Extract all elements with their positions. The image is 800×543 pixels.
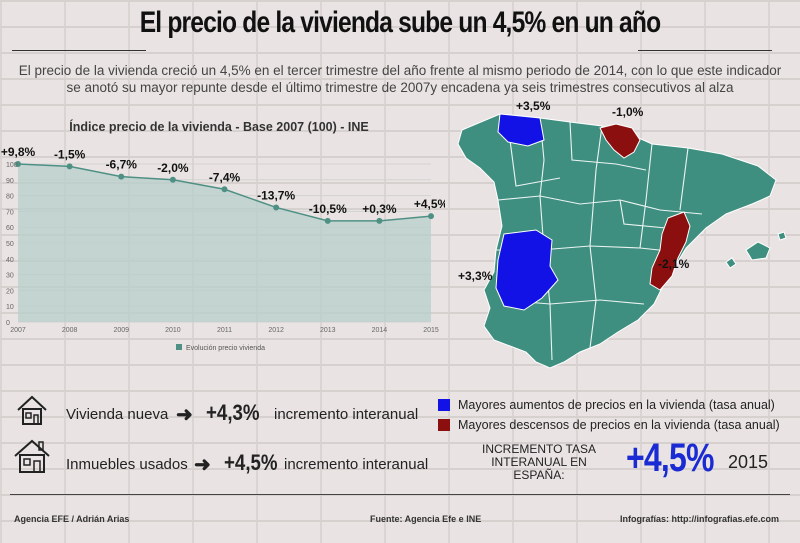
chart-data-label: +0,3%: [362, 202, 397, 216]
legend-increase-label: Mayores aumentos de precios en la vivien…: [458, 398, 775, 412]
spain-map: +3,5% -1,0% -2,1% +3,3%: [457, 100, 787, 369]
legend-decrease-swatch: [438, 419, 450, 431]
footer-rule: [10, 494, 790, 495]
stat-new-label: Vivienda nueva: [66, 406, 169, 423]
map-region-increase-west: [495, 229, 559, 311]
chart-data-label: +4,5%: [414, 197, 445, 211]
x-tick-label: 2009: [113, 327, 129, 334]
y-tick-label: 20: [6, 288, 14, 295]
title-rule-right: [638, 50, 772, 51]
chart-data-label: -13,7%: [257, 188, 295, 202]
y-tick-label: 70: [6, 209, 14, 216]
page-title: El precio de la vivienda sube un 4,5% en…: [139, 6, 661, 39]
house-icon: [17, 395, 47, 425]
chart-point: [66, 163, 73, 170]
stat-new-housing: Vivienda nueva ➜ +4,3% incremento intera…: [12, 392, 432, 432]
x-tick-label: 2010: [165, 327, 181, 334]
chart-point: [428, 213, 434, 220]
chart-axes-layer: 0 10 20 30 40 50 60 70 80 90 100 2007 2008 2009 2010 20…: [6, 162, 439, 352]
chart-points-layer: [15, 161, 434, 224]
x-tick-label: 2012: [268, 327, 284, 334]
stat-used-value: +4,5%: [224, 450, 278, 475]
stat-used-housing: Inmuebles usados ➜ +4,5% incremento inte…: [12, 438, 442, 478]
chart-data-label: -7,4%: [209, 170, 241, 184]
map-label-top-red: -1,0%: [612, 105, 644, 119]
chart-area-fill: [18, 164, 431, 322]
chart-legend-label: Evolución precio vivienda: [186, 345, 265, 352]
x-tick-label: 2014: [372, 327, 388, 334]
chart-title: Índice precio de la vivienda - Base 2007…: [69, 120, 369, 134]
x-tick-label: 2015: [423, 327, 439, 334]
map-label-right-red: -2,1%: [658, 257, 690, 271]
y-tick-label: 30: [6, 273, 14, 280]
y-tick-label: 100: [6, 162, 18, 169]
chart-point: [273, 204, 280, 211]
footer-link: Infografías: http://infografias.efe.com: [620, 514, 780, 524]
stat-new-value: +4,3%: [206, 400, 260, 425]
chart-point: [376, 217, 383, 224]
page-subtitle: El precio de la vivienda creció un 4,5% …: [18, 63, 782, 95]
y-tick-label: 90: [6, 178, 14, 185]
x-tick-label: 2008: [62, 327, 78, 334]
map-region-decrease-east: [649, 211, 691, 291]
chart-point: [324, 217, 331, 224]
x-tick-label: 2007: [10, 327, 26, 334]
legend-increase: Mayores aumentos de precios en la vivien…: [438, 398, 775, 412]
x-tick-label: 2013: [320, 327, 336, 334]
chart-labels-layer: +9,8% -1,5% -6,7% -2,0% -7,4% -13,7% -10,5% +0,…: [1, 145, 445, 216]
y-tick-label: 10: [6, 304, 14, 311]
map-islands-balearic: [725, 231, 787, 269]
footer-source: Fuente: Agencia Efe e INE: [370, 514, 482, 524]
chart-data-label: -1,5%: [54, 147, 86, 161]
y-tick-label: 0: [6, 320, 10, 327]
legend-increase-swatch: [438, 399, 450, 411]
x-tick-label: 2011: [217, 327, 232, 334]
chart-data-label: -2,0%: [157, 161, 189, 175]
chart-legend-swatch: [176, 344, 182, 350]
stat-used-label: Inmuebles usados: [66, 456, 188, 473]
stat-used-suffix: incremento interanual: [284, 456, 429, 473]
title-rule-left: [12, 50, 146, 51]
map-label-top-blue: +3,5%: [516, 100, 551, 113]
arrow-right-icon: ➜: [176, 404, 193, 426]
map-label-left-blue: +3,3%: [458, 269, 493, 283]
chart-data-label: -6,7%: [106, 158, 138, 172]
map-region-borders: [496, 117, 703, 361]
chart-data-label: -10,5%: [309, 202, 347, 216]
y-tick-label: 40: [6, 257, 14, 264]
map-region-decrease-north: [599, 123, 641, 159]
chart-point: [221, 186, 228, 193]
old-house-icon: [14, 439, 50, 473]
y-tick-label: 50: [6, 241, 14, 248]
chart-point: [15, 161, 21, 167]
map-region-increase-north: [497, 113, 545, 147]
arrow-right-icon: ➜: [194, 454, 211, 476]
stat-new-suffix: incremento interanual: [274, 406, 419, 423]
map-base-peninsula: [457, 113, 777, 369]
y-tick-label: 60: [6, 225, 14, 232]
footer-credit: Agencia EFE / Adrián Arias: [14, 514, 130, 524]
chart-point: [169, 176, 176, 183]
spain-total-label: INCREMENTO TASA INTERANUAL EN ESPAÑA:: [481, 442, 597, 482]
spain-total-year: 2015: [728, 452, 769, 472]
spain-total-value: +4,5%: [626, 436, 714, 480]
chart-point: [118, 173, 125, 180]
chart-data-label: +9,8%: [1, 145, 36, 159]
y-tick-label: 80: [6, 194, 14, 201]
legend-decrease-label: Mayores descensos de precios en la vivie…: [458, 418, 780, 432]
legend-decrease: Mayores descensos de precios en la vivie…: [438, 418, 780, 432]
price-index-chart: +9,8% -1,5% -6,7% -2,0% -7,4% -13,7% -10,5% +0,…: [1, 145, 445, 352]
